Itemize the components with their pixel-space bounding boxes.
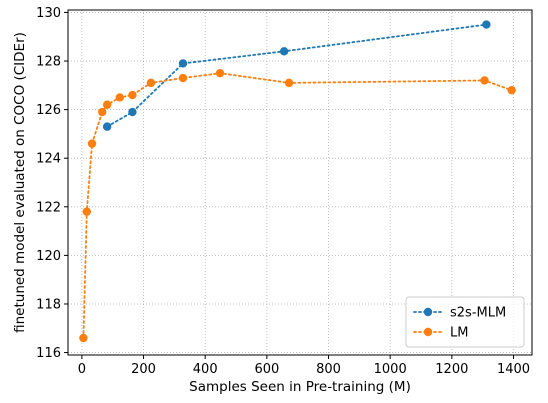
data-point — [146, 78, 156, 88]
data-point — [98, 107, 107, 117]
legend: s2s-MLM LM — [405, 296, 525, 348]
y-tick-label: 120 — [36, 249, 61, 264]
data-point — [128, 107, 137, 117]
legend-entry: LM — [413, 326, 468, 341]
data-point — [215, 68, 225, 78]
data-point — [279, 47, 289, 56]
data-point — [178, 73, 188, 83]
data-point — [178, 59, 188, 68]
data-point — [128, 90, 137, 100]
x-axis-label: Samples Seen in Pre-training (M) — [189, 379, 411, 395]
data-point — [480, 76, 489, 85]
data-point — [102, 122, 112, 131]
grid — [68, 10, 532, 355]
x-tick-label: 200 — [131, 362, 156, 377]
x-tick-label: 0 — [78, 362, 86, 377]
x-axis-ticks: 0 200 400 600 800 1000 1200 1400 — [78, 355, 530, 377]
y-tick-label: 118 — [36, 297, 61, 312]
y-tick-label: 124 — [36, 152, 61, 167]
x-tick-label: 600 — [254, 362, 279, 377]
y-tick-label: 116 — [36, 346, 61, 361]
data-point — [284, 78, 294, 88]
y-axis-ticks: 116 118 120 122 124 126 128 130 — [36, 6, 68, 361]
x-tick-label: 1200 — [435, 362, 468, 377]
y-axis-label: finetuned model evaluated on COCO (CIDEr… — [12, 32, 28, 333]
series-layer — [79, 20, 516, 343]
y-tick-label: 126 — [36, 103, 61, 118]
series-s2s-mlm — [102, 20, 491, 131]
data-point — [115, 93, 124, 102]
legend-entry: s2s-MLM — [413, 306, 506, 321]
legend-label: s2s-MLM — [450, 306, 506, 321]
series-line — [106, 23, 488, 128]
data-point — [87, 139, 97, 148]
x-tick-label: 400 — [193, 362, 218, 377]
x-tick-label: 800 — [316, 362, 341, 377]
data-point — [79, 333, 88, 343]
y-tick-label: 122 — [36, 200, 61, 215]
y-tick-label: 128 — [36, 55, 61, 70]
legend-marker — [423, 307, 433, 317]
legend-label: LM — [450, 326, 468, 341]
legend-box — [405, 296, 525, 348]
legend-marker — [423, 327, 433, 337]
plot-frame — [67, 9, 533, 356]
y-tick-label: 130 — [36, 6, 61, 21]
x-tick-label: 1000 — [374, 362, 407, 377]
data-point — [507, 85, 516, 95]
series-lm — [79, 68, 516, 343]
data-point — [102, 100, 112, 109]
data-point — [82, 207, 92, 216]
x-tick-label: 1400 — [497, 362, 530, 377]
data-point — [482, 20, 491, 29]
legend-entries: s2s-MLM LM — [413, 306, 506, 341]
